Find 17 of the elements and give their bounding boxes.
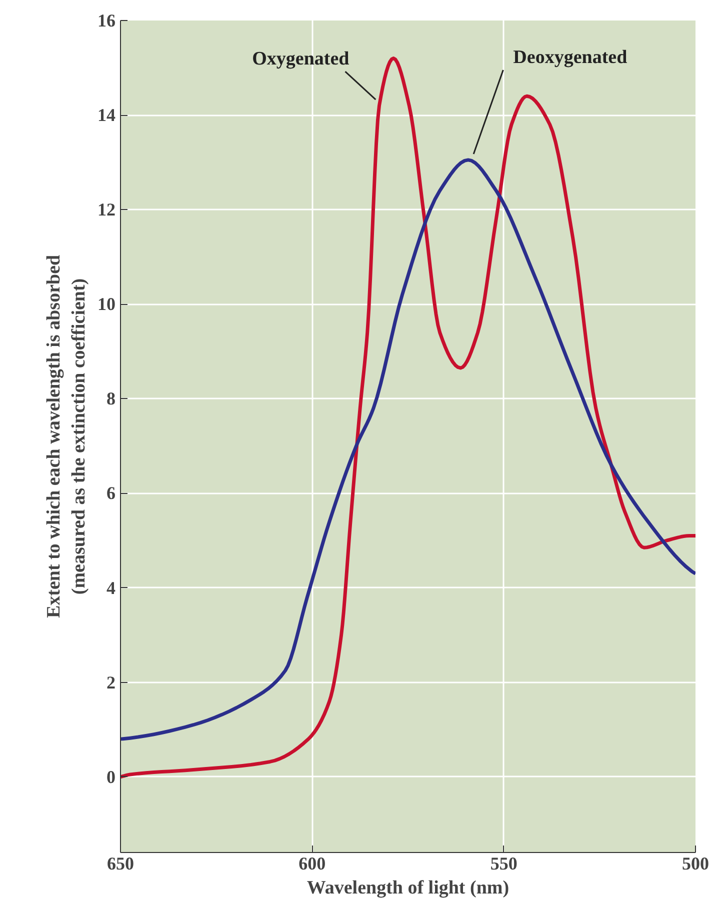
y-tick-label: 6 [106, 483, 116, 504]
y-tick-label: 4 [106, 578, 116, 598]
x-tick-label: 500 [682, 854, 709, 874]
annotation: Oxygenated [252, 48, 350, 70]
y-tick-label: 12 [98, 200, 116, 220]
y-axis-title: Extent to which each wavelength is absorbed (measured as the extinction coefficient) [43, 254, 90, 618]
x-tick-label: 600 [298, 854, 326, 874]
y-tick-label: 16 [98, 10, 116, 30]
y-tick-label: 0 [106, 766, 116, 787]
x-tick-label: 550 [490, 854, 518, 874]
y-tick-label: 14 [98, 105, 116, 126]
y-tick-label: 8 [106, 388, 116, 409]
y-tick-label: 10 [98, 294, 116, 314]
x-tick-label: 650 [107, 854, 134, 874]
annotation: Deoxygenated [513, 46, 628, 68]
x-axis-title: Wavelength of light (nm) [306, 878, 510, 898]
y-tick-label: 2 [106, 672, 116, 692]
